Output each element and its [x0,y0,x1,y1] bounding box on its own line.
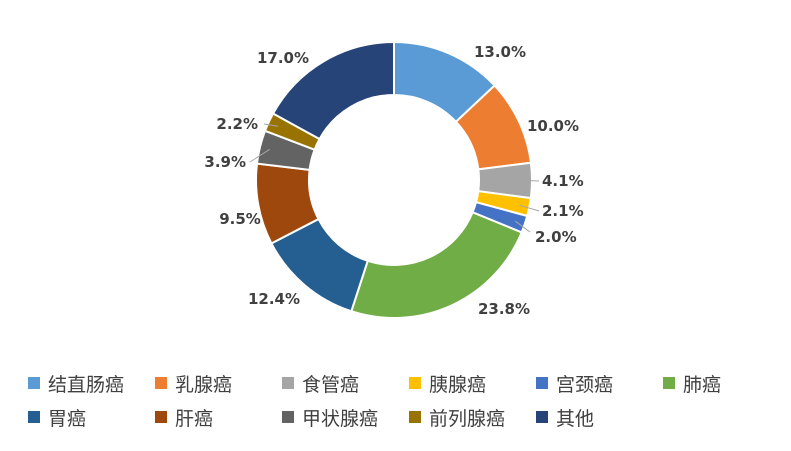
legend-swatch [28,377,40,389]
legend-item-thyroid: 甲状腺癌 [282,404,409,431]
legend-label: 肝癌 [175,407,214,430]
legend-label: 食管癌 [302,373,360,396]
leader-line [521,179,540,182]
legend-swatch [409,377,421,389]
legend-row-1: 结直肠癌 乳腺癌 食管癌 胰腺癌 宫颈癌 肺癌 [28,366,788,400]
legend-swatch [155,411,167,423]
data-label: 23.8% [478,300,530,318]
legend-swatch [282,377,294,389]
data-label: 2.0% [535,228,577,246]
legend-item-lung: 肺癌 [663,370,721,397]
legend-label: 乳腺癌 [175,373,233,396]
legend-item-breast: 乳腺癌 [155,370,282,397]
legend-label: 前列腺癌 [429,407,506,430]
legend-item-prostate: 前列腺癌 [409,404,536,431]
legend-label: 胰腺癌 [429,373,487,396]
legend-label: 宫颈癌 [556,373,614,396]
legend-item-liver: 肝癌 [155,404,282,431]
legend-label: 甲状腺癌 [302,407,379,430]
legend-item-colorectal: 结直肠癌 [28,370,155,397]
data-label: 3.9% [204,153,246,171]
data-label: 12.4% [248,290,300,308]
legend-swatch [155,377,167,389]
data-label: 4.1% [542,172,584,190]
legend-swatch [536,377,548,389]
legend-item-cervical: 宫颈癌 [536,370,663,397]
legend-label: 其他 [556,407,595,430]
data-label: 10.0% [527,117,579,135]
data-label: 9.5% [219,210,261,228]
data-label: 13.0% [474,43,526,61]
leader-line [249,148,270,163]
leader-line [514,220,531,233]
leader-line [263,123,278,127]
legend-item-other: 其他 [536,404,594,431]
legend-swatch [663,377,675,389]
legend-swatch [28,411,40,423]
legend-label: 胃癌 [48,407,87,430]
data-label: 2.1% [542,202,584,220]
leader-line [519,204,540,212]
legend: 结直肠癌 乳腺癌 食管癌 胰腺癌 宫颈癌 肺癌 胃癌 肝癌 [28,366,788,434]
data-label: 17.0% [257,49,309,67]
legend-label: 肺癌 [683,373,722,396]
legend-item-esophageal: 食管癌 [282,370,409,397]
donut-slice [350,210,523,319]
data-label: 2.2% [216,115,258,133]
legend-row-2: 胃癌 肝癌 甲状腺癌 前列腺癌 其他 [28,400,788,434]
donut-slice [271,40,395,141]
legend-swatch [536,411,548,423]
legend-item-pancreatic: 胰腺癌 [409,370,536,397]
donut-chart: 13.0% 10.0% 4.1% 2.1% 2.0% 23.8% 12.4% 9.5% 3.9%… [204,40,584,319]
legend-label: 结直肠癌 [48,373,125,396]
legend-swatch [409,411,421,423]
legend-swatch [282,411,294,423]
legend-item-stomach: 胃癌 [28,404,155,431]
